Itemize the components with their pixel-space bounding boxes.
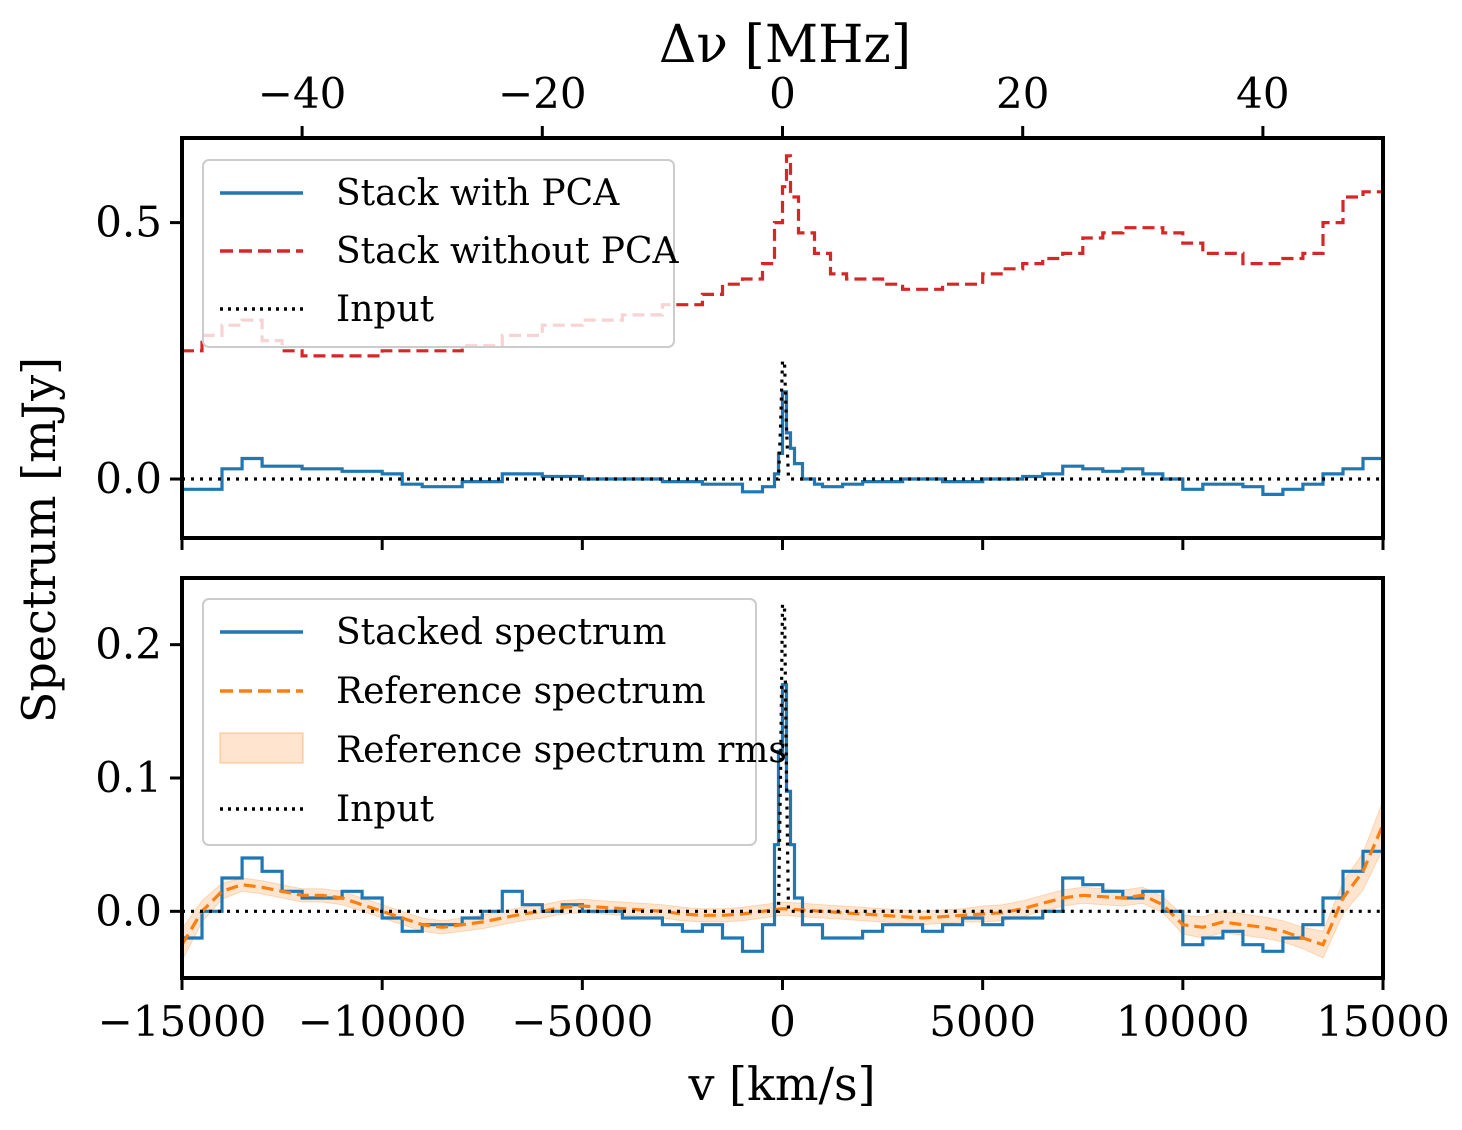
series-stack-without-pca-top xyxy=(182,154,1383,358)
top-axis-title: Δν [MHz] xyxy=(659,15,911,75)
xtick-label-1: −10000 xyxy=(298,997,467,1046)
legend-label-reference-spectrum: Reference spectrum xyxy=(336,671,706,712)
legend-label-stacked-spectrum: Stacked spectrum xyxy=(336,612,666,653)
x-axis-title: v [km/s] xyxy=(687,1057,875,1111)
ytick-label-bottom-1: 0.1 xyxy=(95,753,162,802)
xtick-label-2: −5000 xyxy=(511,997,653,1046)
top-legend: Stack with PCA Stack without PCA Input xyxy=(202,159,680,348)
top-axis-tick-label-1: −20 xyxy=(498,69,587,118)
xtick-label-5: 10000 xyxy=(1116,997,1250,1046)
legend-label-stack-with-pca: Stack with PCA xyxy=(336,173,620,214)
xtick-label-6: 15000 xyxy=(1316,997,1450,1046)
y-axis-title: Spectrum [mJy] xyxy=(12,357,66,723)
top-panel: 0.0 0.5 −40 −20 0 20 40 Stack with PCA Stack w… xyxy=(95,69,1385,550)
legend-label-input-top: Input xyxy=(336,289,435,330)
bottom-panel: 0.0 0.1 0.2 −15000 −10000 −5000 0 5000 10000 1500… xyxy=(95,576,1450,1046)
ytick-label-top-0: 0.0 xyxy=(95,454,162,503)
ytick-label-bottom-0: 0.0 xyxy=(95,886,162,935)
top-series-group xyxy=(182,154,1383,496)
ytick-label-top-1: 0.5 xyxy=(95,198,162,247)
top-axis-tick-label-4: 40 xyxy=(1236,69,1289,118)
legend-label-input-bottom: Input xyxy=(336,789,435,830)
legend-label-reference-rms: Reference spectrum rms xyxy=(336,730,787,771)
top-axis-tick-label-3: 20 xyxy=(996,69,1049,118)
series-stack-with-pca-top xyxy=(182,390,1383,496)
top-axis-tick-label-2: 0 xyxy=(769,69,796,118)
series-input-bottom xyxy=(182,603,1383,913)
series-stacked-spectrum-bottom xyxy=(182,683,1383,953)
bottom-axis-ticks: 0.0 0.1 0.2 −15000 −10000 −5000 0 5000 10000 1500… xyxy=(95,620,1450,1046)
top-axis-ticks: 0.0 0.5 −40 −20 0 20 40 xyxy=(95,69,1385,550)
top-axis-tick-label-0: −40 xyxy=(258,69,347,118)
ytick-label-bottom-2: 0.2 xyxy=(95,620,162,669)
series-input-top xyxy=(182,359,1383,481)
xtick-label-3: 0 xyxy=(769,997,796,1046)
bottom-legend: Stacked spectrum Reference spectrum Refe… xyxy=(202,598,787,846)
legend-swatch-reference-rms xyxy=(219,732,304,764)
bottom-series-group xyxy=(182,603,1383,961)
bottom-legend-frame xyxy=(202,598,757,846)
top-legend-frame xyxy=(202,159,675,348)
xtick-label-4: 5000 xyxy=(929,997,1036,1046)
legend-label-stack-without-pca: Stack without PCA xyxy=(336,231,680,272)
xtick-label-0: −15000 xyxy=(98,997,267,1046)
series-reference-spectrum-bottom xyxy=(182,824,1383,947)
